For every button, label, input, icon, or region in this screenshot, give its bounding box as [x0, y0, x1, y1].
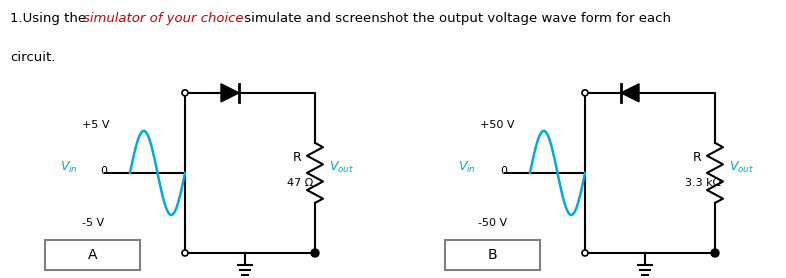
Text: 0: 0: [500, 166, 507, 176]
Text: 0: 0: [100, 166, 107, 176]
Text: 1.Using the: 1.Using the: [10, 12, 90, 25]
Text: circuit.: circuit.: [10, 51, 56, 64]
Text: R: R: [293, 152, 302, 164]
Text: A: A: [88, 248, 97, 262]
Text: 3.3 kΩ: 3.3 kΩ: [685, 178, 721, 188]
Text: +5 V: +5 V: [82, 120, 109, 130]
FancyBboxPatch shape: [445, 240, 540, 270]
Text: -5 V: -5 V: [82, 218, 104, 228]
Circle shape: [182, 90, 188, 96]
Text: simulate and screenshot the output voltage wave form for each: simulate and screenshot the output volta…: [240, 12, 670, 25]
Text: B: B: [487, 248, 498, 262]
Circle shape: [711, 249, 719, 257]
Polygon shape: [621, 84, 639, 102]
Text: R: R: [693, 152, 702, 164]
FancyBboxPatch shape: [45, 240, 140, 270]
Text: simulator of your choice: simulator of your choice: [83, 12, 243, 25]
Circle shape: [182, 250, 188, 256]
Text: $V_{in}$: $V_{in}$: [60, 160, 78, 175]
Polygon shape: [221, 84, 239, 102]
Text: -50 V: -50 V: [478, 218, 507, 228]
Text: $V_{out}$: $V_{out}$: [729, 160, 754, 175]
Circle shape: [582, 90, 588, 96]
Text: +50 V: +50 V: [480, 120, 515, 130]
Text: $V_{out}$: $V_{out}$: [329, 160, 354, 175]
Circle shape: [311, 249, 319, 257]
Text: 47 Ω: 47 Ω: [287, 178, 314, 188]
Text: $V_{in}$: $V_{in}$: [458, 160, 476, 175]
Circle shape: [582, 250, 588, 256]
